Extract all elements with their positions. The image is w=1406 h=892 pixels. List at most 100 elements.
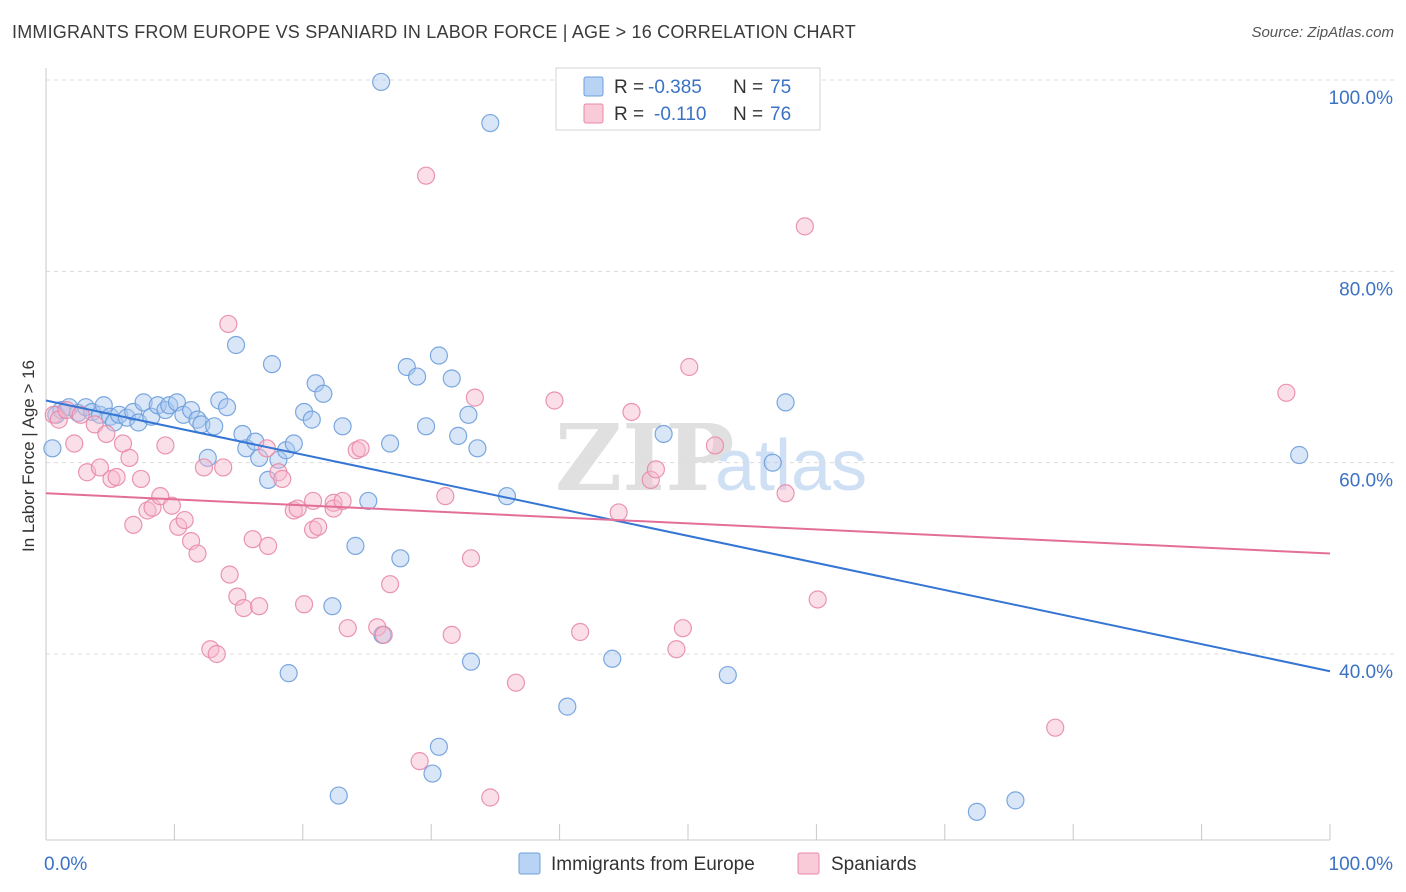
data-point-immigrants-from-europe bbox=[416, 417, 436, 436]
data-point-spaniards bbox=[228, 587, 247, 606]
data-point-immigrants-from-europe bbox=[763, 453, 782, 472]
legend-swatch-immigrants-from-europe bbox=[518, 852, 541, 875]
data-point-immigrants-from-europe bbox=[269, 450, 288, 469]
legend-label-immigrants-from-europe: Immigrants from Europe bbox=[551, 854, 755, 875]
data-point-immigrants-from-europe bbox=[461, 652, 481, 671]
data-point-immigrants-from-europe bbox=[210, 391, 229, 410]
data-point-spaniards bbox=[622, 402, 641, 422]
data-point-immigrants-from-europe bbox=[359, 491, 378, 511]
data-point-immigrants-from-europe bbox=[442, 369, 461, 388]
data-point-spaniards bbox=[138, 501, 157, 520]
data-point-spaniards bbox=[219, 314, 238, 334]
data-point-spaniards bbox=[120, 448, 139, 467]
data-point-spaniards bbox=[107, 467, 126, 487]
y-tick-label: 100.0% bbox=[1329, 88, 1394, 109]
source-credit: Source: ZipAtlas.com bbox=[1251, 24, 1394, 41]
data-point-immigrants-from-europe bbox=[468, 439, 487, 458]
data-point-immigrants-from-europe bbox=[250, 448, 269, 467]
stats-legend: R = -0.385 N = 75 R = -0.110 N = 76 bbox=[555, 67, 821, 131]
data-point-immigrants-from-europe bbox=[226, 335, 246, 355]
data-point-immigrants-from-europe bbox=[449, 426, 468, 445]
data-point-spaniards bbox=[309, 517, 328, 536]
y-axis-label: In Labor Force | Age > 16 bbox=[19, 360, 38, 552]
data-point-immigrants-from-europe bbox=[181, 400, 201, 420]
data-point-immigrants-from-europe bbox=[1290, 445, 1309, 465]
stats-r-value-pink: -0.110 bbox=[654, 104, 706, 125]
trend-line-spaniards bbox=[45, 492, 1331, 555]
data-point-spaniards bbox=[545, 391, 564, 410]
data-point-immigrants-from-europe bbox=[323, 597, 342, 616]
watermark-zip: ZIP bbox=[555, 404, 734, 512]
grid-lines bbox=[46, 79, 1395, 655]
data-point-immigrants-from-europe bbox=[481, 113, 500, 133]
legend-label-spaniards: Spaniards bbox=[831, 854, 917, 875]
data-point-spaniards bbox=[705, 436, 725, 455]
watermark-atlas: atlas bbox=[715, 426, 867, 506]
data-point-spaniards bbox=[90, 458, 110, 477]
data-point-spaniards bbox=[259, 536, 278, 555]
data-point-spaniards bbox=[436, 487, 455, 506]
data-point-spaniards bbox=[338, 619, 357, 638]
data-point-spaniards bbox=[71, 405, 90, 424]
y-tick-label: 40.0% bbox=[1339, 662, 1393, 683]
bottom-legend: Immigrants from Europe Spaniards bbox=[518, 852, 917, 875]
data-point-immigrants-from-europe bbox=[429, 737, 449, 756]
data-point-spaniards bbox=[1277, 383, 1296, 402]
data-point-immigrants-from-europe bbox=[459, 405, 478, 424]
y-tick-label: 80.0% bbox=[1339, 279, 1393, 300]
data-point-spaniards bbox=[609, 503, 628, 522]
data-point-spaniards bbox=[273, 469, 292, 489]
data-point-spaniards bbox=[351, 439, 370, 458]
data-point-spaniards bbox=[243, 530, 262, 549]
data-point-immigrants-from-europe bbox=[217, 398, 237, 417]
data-point-immigrants-from-europe bbox=[558, 697, 577, 716]
stats-n-label-pink: N = bbox=[733, 104, 763, 125]
data-point-immigrants-from-europe bbox=[429, 346, 449, 365]
series-immigrants-from-europe bbox=[43, 72, 1309, 821]
data-point-immigrants-from-europe bbox=[205, 417, 224, 436]
stats-n-label-blue: N = bbox=[733, 77, 763, 98]
data-point-immigrants-from-europe bbox=[603, 649, 622, 668]
data-point-spaniards bbox=[97, 424, 116, 444]
data-point-immigrants-from-europe bbox=[279, 664, 298, 683]
data-point-spaniards bbox=[156, 436, 175, 455]
data-point-immigrants-from-europe bbox=[333, 417, 352, 436]
data-point-spaniards bbox=[207, 644, 226, 664]
data-point-spaniards bbox=[234, 598, 253, 618]
data-point-spaniards bbox=[795, 217, 814, 236]
data-point-spaniards bbox=[808, 590, 827, 609]
data-point-immigrants-from-europe bbox=[262, 355, 282, 374]
data-point-spaniards bbox=[250, 597, 269, 616]
data-point-spaniards bbox=[571, 622, 590, 642]
data-point-spaniards bbox=[481, 788, 500, 807]
data-point-immigrants-from-europe bbox=[198, 448, 217, 467]
data-point-immigrants-from-europe bbox=[294, 402, 314, 422]
stats-n-value-blue: 75 bbox=[770, 77, 791, 98]
data-point-spaniards bbox=[776, 484, 795, 503]
data-point-spaniards bbox=[410, 752, 429, 771]
data-point-spaniards bbox=[680, 357, 699, 377]
data-point-spaniards bbox=[461, 549, 481, 568]
stats-r-label-blue: R = bbox=[614, 77, 644, 98]
data-point-spaniards bbox=[162, 496, 181, 515]
stats-r-value-blue: -0.385 bbox=[648, 77, 702, 98]
data-point-immigrants-from-europe bbox=[967, 802, 987, 821]
watermark: ZIP atlas bbox=[555, 404, 867, 512]
data-point-immigrants-from-europe bbox=[43, 439, 62, 458]
data-point-spaniards bbox=[175, 510, 194, 530]
data-point-spaniards bbox=[194, 458, 214, 477]
stats-n-value-pink: 76 bbox=[770, 104, 791, 125]
data-point-spaniards bbox=[288, 499, 307, 518]
data-point-spaniards bbox=[294, 595, 314, 614]
data-point-spaniards bbox=[188, 544, 207, 563]
data-point-spaniards bbox=[465, 388, 484, 407]
legend-swatch-spaniards bbox=[797, 852, 820, 875]
data-point-spaniards bbox=[374, 625, 393, 644]
data-point-immigrants-from-europe bbox=[654, 424, 673, 444]
x-tick-label: 100.0% bbox=[1329, 854, 1394, 875]
data-point-spaniards bbox=[1046, 718, 1065, 737]
data-point-immigrants-from-europe bbox=[94, 396, 113, 415]
data-point-spaniards bbox=[333, 491, 352, 511]
y-tick-label: 60.0% bbox=[1339, 471, 1393, 492]
data-point-immigrants-from-europe bbox=[346, 536, 365, 555]
